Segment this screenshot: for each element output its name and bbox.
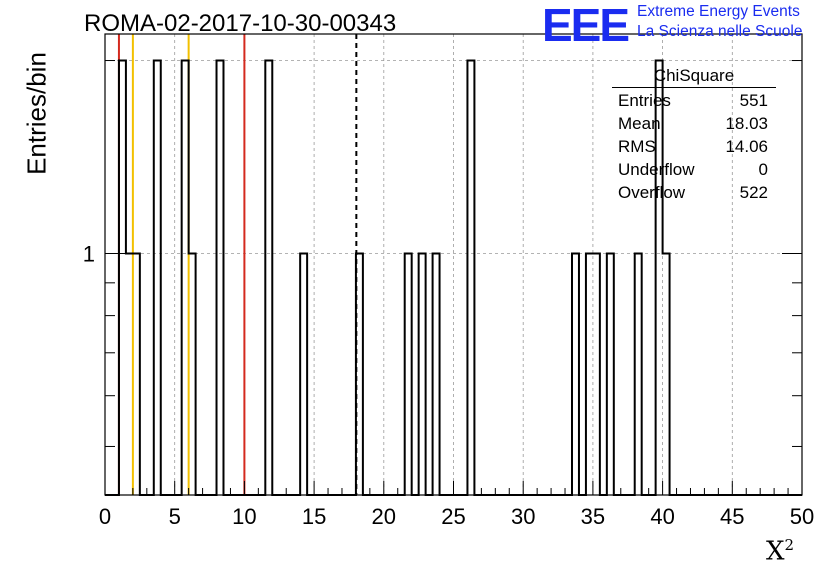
logo-text-line2: La Scienza nelle Scuole: [637, 23, 803, 40]
stat-name: Mean: [618, 114, 661, 133]
stats-title: ChiSquare: [612, 66, 776, 88]
x-tick-label: 40: [650, 504, 674, 529]
x-tick-label: 30: [511, 504, 535, 529]
x-axis-label-base: X: [766, 536, 785, 567]
stat-row-entries: Entries 551: [612, 89, 776, 112]
x-tick-label: 25: [441, 504, 465, 529]
stat-row-rms: RMS 14.06: [612, 135, 776, 158]
y-axis-ticks: 1: [83, 60, 802, 447]
x-tick-label: 15: [302, 504, 326, 529]
stat-row-mean: Mean 18.03: [612, 112, 776, 135]
x-tick-label: 35: [581, 504, 605, 529]
stat-value: 551: [739, 91, 768, 110]
x-tick-label: 5: [169, 504, 181, 529]
chart-title: ROMA-02-2017-10-30-00343: [84, 10, 397, 37]
x-axis-label: X2: [766, 536, 794, 567]
stat-name: Entries: [618, 91, 671, 110]
stat-value: 18.03: [725, 114, 768, 133]
logo-text-line1: Extreme Energy Events: [637, 3, 800, 20]
x-tick-label: 50: [790, 504, 814, 529]
y-tick-label: 1: [83, 241, 95, 266]
x-axis-label-exponent: 2: [784, 536, 795, 554]
stat-value: 522: [739, 183, 768, 202]
y-axis-label: Entries/bin: [21, 52, 52, 175]
stat-name: Underflow: [618, 160, 695, 179]
x-tick-label: 0: [99, 504, 111, 529]
stat-name: Overflow: [618, 183, 686, 202]
eee-logo: EEE: [542, 0, 630, 51]
x-tick-label: 45: [720, 504, 744, 529]
stat-value: 0: [758, 160, 768, 179]
x-tick-label: 20: [372, 504, 396, 529]
stat-name: RMS: [618, 137, 656, 156]
stat-row-underflow: Underflow 0: [612, 158, 776, 181]
x-tick-label: 10: [232, 504, 256, 529]
stat-row-overflow: Overflow 522: [612, 181, 776, 204]
stats-box: ChiSquare Entries 551 Mean 18.03 RMS 14.…: [612, 66, 776, 204]
stat-value: 14.06: [725, 137, 768, 156]
x-axis-ticks: 0 5 10 15 20 25 30 35 40 45 50: [99, 481, 814, 529]
